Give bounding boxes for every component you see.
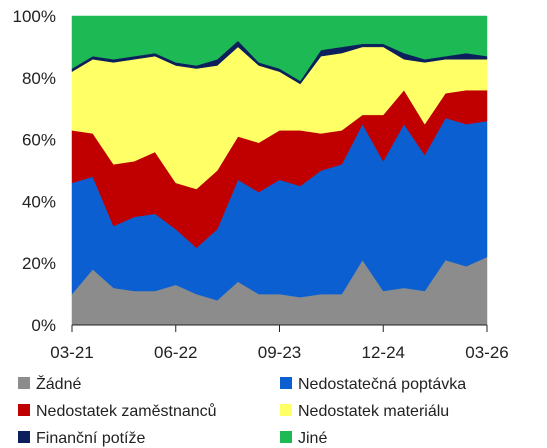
- y-tick-label: 60%: [22, 131, 56, 150]
- y-tick-label: 20%: [22, 254, 56, 273]
- legend-swatch: [18, 404, 30, 416]
- areas-layer: [71, 15, 488, 326]
- legend-label: Žádné: [36, 374, 81, 393]
- axes-layer: 0% 20% 40% 60% 80% 100% 03-21 06-22 09-23 12-24 03…: [13, 7, 509, 362]
- y-tick-label: 100%: [13, 7, 56, 26]
- x-tick-label: 03-26: [465, 343, 508, 362]
- y-tick-label: 0%: [31, 316, 56, 335]
- y-tick-label: 80%: [22, 69, 56, 88]
- legend: Žádné Nedostatečná poptávka Nedostatek zam…: [18, 374, 466, 447]
- legend-label: Finanční potíže: [36, 430, 146, 447]
- legend-swatch: [18, 431, 30, 443]
- x-tick-label: 12-24: [362, 343, 405, 362]
- legend-label: Nedostatečná poptávka: [298, 376, 466, 393]
- legend-swatch: [280, 404, 292, 416]
- x-tick-label: 09-23: [258, 343, 301, 362]
- legend-swatch: [280, 431, 292, 443]
- legend-swatch: [280, 377, 292, 389]
- area-series-5: [71, 15, 488, 82]
- x-tick-label: 03-21: [50, 343, 93, 362]
- legend-label: Nedostatek zaměstnanců: [36, 402, 217, 420]
- y-tick-label: 40%: [22, 192, 56, 211]
- legend-swatch: [18, 377, 30, 389]
- x-tick-label: 06-22: [154, 343, 197, 362]
- legend-label: Nedostatek materiálu: [298, 403, 449, 420]
- legend-label: Jiné: [298, 430, 327, 447]
